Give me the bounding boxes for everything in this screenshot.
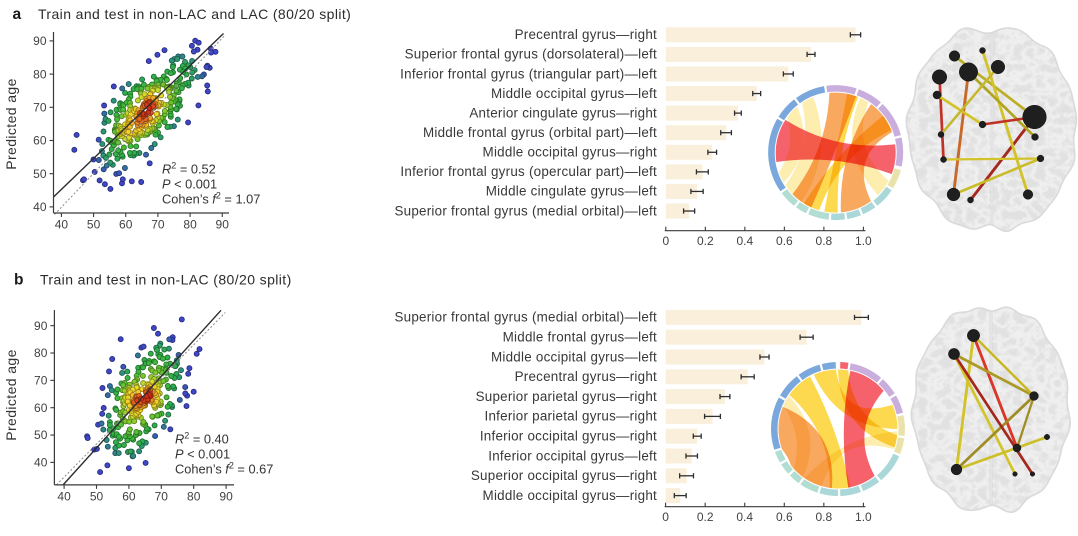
svg-text:b: b: [14, 272, 23, 289]
svg-text:50: 50: [90, 489, 104, 503]
svg-text:Cohen’s f2 = 0.67: Cohen’s f2 = 0.67: [175, 461, 273, 477]
svg-text:Precentral gyrus—right: Precentral gyrus—right: [515, 369, 657, 384]
svg-text:0.6: 0.6: [776, 234, 793, 248]
svg-text:Middle occipital gyrus—left: Middle occipital gyrus—left: [491, 349, 657, 364]
svg-text:Inferior frontal gyrus (opercu: Inferior frontal gyrus (opercular part)—…: [400, 164, 657, 179]
svg-text:60: 60: [119, 218, 133, 232]
svg-text:80: 80: [33, 67, 47, 81]
svg-text:Anterior cingulate gyrus—right: Anterior cingulate gyrus—right: [469, 105, 657, 120]
svg-text:Superior frontal gyrus (dorsol: Superior frontal gyrus (dorsolateral)—le…: [405, 47, 657, 62]
svg-text:Middle occipital gyrus—right: Middle occipital gyrus—right: [483, 145, 657, 160]
svg-text:R2 = 0.40: R2 = 0.40: [175, 430, 229, 446]
svg-text:0.2: 0.2: [697, 510, 714, 524]
svg-text:Inferior frontal gyrus (triang: Inferior frontal gyrus (triangular part)…: [400, 66, 657, 81]
svg-text:P < 0.001: P < 0.001: [175, 447, 230, 462]
svg-text:70: 70: [34, 374, 48, 388]
svg-text:40: 40: [33, 200, 47, 214]
svg-text:Middle occipital gyrus—right: Middle occipital gyrus—right: [483, 488, 657, 503]
svg-text:60: 60: [122, 489, 136, 503]
svg-text:Superior parietal gyrus—right: Superior parietal gyrus—right: [476, 389, 657, 404]
svg-text:40: 40: [55, 218, 69, 232]
svg-text:0.2: 0.2: [697, 234, 714, 248]
svg-text:0.8: 0.8: [815, 510, 832, 524]
svg-text:50: 50: [33, 167, 47, 181]
svg-text:Cohen’s f2 = 1.07: Cohen’s f2 = 1.07: [162, 191, 260, 207]
svg-text:80: 80: [187, 489, 201, 503]
svg-text:80: 80: [183, 218, 197, 232]
svg-text:60: 60: [33, 134, 47, 148]
svg-text:50: 50: [34, 428, 48, 442]
svg-text:90: 90: [33, 34, 47, 48]
svg-text:Train and test in non-LAC and: Train and test in non-LAC and LAC (80/20…: [38, 6, 351, 22]
svg-text:90: 90: [34, 319, 48, 333]
svg-text:1.0: 1.0: [855, 510, 872, 524]
svg-text:Middle frontal gyrus (orbital: Middle frontal gyrus (orbital part)—left: [423, 125, 657, 140]
svg-text:90: 90: [219, 489, 233, 503]
svg-text:Middle cingulate gyrus—left: Middle cingulate gyrus—left: [486, 184, 657, 199]
svg-text:Precentral gyrus—right: Precentral gyrus—right: [515, 27, 657, 42]
svg-text:70: 70: [33, 101, 47, 115]
svg-text:Inferior occipital gyrus—right: Inferior occipital gyrus—right: [480, 429, 657, 444]
svg-text:Train and test in non-LAC (80/: Train and test in non-LAC (80/20 split): [40, 272, 292, 288]
svg-text:90: 90: [216, 218, 230, 232]
svg-text:P < 0.001: P < 0.001: [162, 177, 217, 192]
svg-text:Superior occipital gyrus—right: Superior occipital gyrus—right: [471, 468, 657, 483]
svg-text:Middle frontal gyrus—left: Middle frontal gyrus—left: [503, 330, 657, 345]
svg-text:0.4: 0.4: [736, 234, 753, 248]
svg-text:70: 70: [151, 218, 165, 232]
svg-text:0: 0: [662, 510, 669, 524]
svg-text:0: 0: [662, 234, 669, 248]
svg-text:Superior frontal gyrus (medial: Superior frontal gyrus (medial orbital)—…: [394, 310, 657, 325]
svg-text:0.6: 0.6: [776, 510, 793, 524]
svg-text:Predicted age: Predicted age: [3, 349, 19, 441]
svg-text:Inferior parietal gyrus—right: Inferior parietal gyrus—right: [485, 409, 657, 424]
svg-text:Superior frontal gyrus (medial: Superior frontal gyrus (medial orbital)—…: [394, 203, 657, 218]
svg-text:0.4: 0.4: [736, 510, 753, 524]
svg-text:R2 = 0.52: R2 = 0.52: [162, 160, 216, 176]
svg-text:0.8: 0.8: [816, 234, 833, 248]
svg-text:40: 40: [57, 489, 71, 503]
svg-text:Inferior occipital gyrus—left: Inferior occipital gyrus—left: [488, 448, 657, 463]
svg-text:70: 70: [155, 489, 169, 503]
svg-text:a: a: [13, 6, 22, 23]
svg-text:60: 60: [34, 401, 48, 415]
svg-text:1.0: 1.0: [855, 234, 872, 248]
svg-text:40: 40: [34, 456, 48, 470]
svg-text:80: 80: [34, 346, 48, 360]
svg-text:Middle occipital gyrus—left: Middle occipital gyrus—left: [491, 86, 657, 101]
svg-text:Predicted age: Predicted age: [3, 78, 19, 170]
svg-text:50: 50: [87, 218, 101, 232]
